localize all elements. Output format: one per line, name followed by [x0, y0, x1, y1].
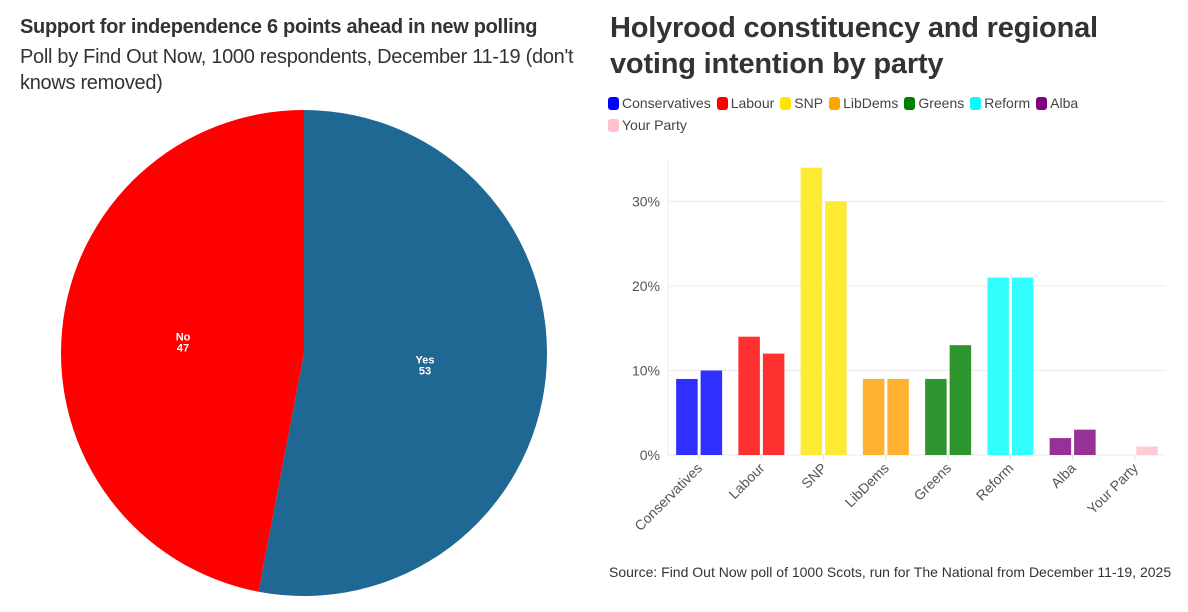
legend-item[interactable]: Conservatives — [608, 92, 711, 114]
x-tick-label: Greens — [910, 460, 954, 504]
source-note: Source: Find Out Now poll of 1000 Scots,… — [609, 564, 1172, 580]
bar-snp-regional[interactable] — [825, 201, 847, 456]
x-tick-label: Conservatives — [631, 460, 705, 534]
legend-item[interactable]: Alba — [1036, 92, 1078, 114]
pie-value-no: 47 — [177, 343, 189, 355]
y-tick-label: 0% — [640, 447, 660, 463]
bar-greens-constituency[interactable] — [925, 378, 947, 455]
bar-conservatives-regional[interactable] — [700, 370, 723, 456]
legend-label: Greens — [918, 95, 965, 111]
legend-label: Reform — [984, 95, 1031, 111]
legend-label: Conservatives — [622, 95, 711, 111]
bar-reform-regional[interactable] — [1011, 277, 1034, 455]
x-tick-label: Reform — [973, 460, 1017, 504]
bar-alba-constituency[interactable] — [1049, 438, 1072, 455]
bar-libdems-constituency[interactable] — [862, 378, 885, 455]
bar-your-party-regional[interactable] — [1136, 446, 1158, 455]
legend-item[interactable]: Labour — [716, 92, 775, 114]
legend-swatch — [608, 118, 619, 132]
legend-item[interactable]: SNP — [780, 92, 823, 114]
bar-labour-constituency[interactable] — [738, 336, 760, 455]
bar-snp-constituency[interactable] — [800, 167, 823, 455]
x-tick-label: LibDems — [842, 460, 892, 510]
bar-labour-regional[interactable] — [762, 353, 785, 455]
y-tick-label: 20% — [632, 278, 660, 294]
legend-item[interactable]: Reform — [970, 92, 1030, 114]
pie-value-yes: 53 — [419, 365, 431, 377]
pie-label-no: No — [176, 332, 191, 344]
legend-item[interactable]: LibDems — [829, 92, 898, 114]
x-tick-label: Labour — [725, 460, 767, 502]
pie-slice-no — [61, 110, 304, 592]
bar-conservatives-constituency[interactable] — [676, 378, 698, 455]
legend-swatch — [716, 96, 728, 110]
pie-slice-yes — [258, 110, 548, 596]
pie-subtitle: Poll by Find Out Now, 1000 respondents, … — [20, 46, 574, 94]
legend-swatch — [904, 96, 916, 110]
x-tick-label: Your Party — [1084, 460, 1141, 517]
legend-swatch — [829, 96, 841, 110]
bar-reform-constituency[interactable] — [987, 277, 1009, 455]
legend-swatch — [970, 96, 982, 110]
bar-greens-regional[interactable] — [949, 345, 972, 455]
pie-label-yes: Yes — [415, 354, 434, 366]
voting-intention-panel: Holyrood constituency and regional votin… — [600, 0, 1188, 612]
x-tick-label: Alba — [1048, 460, 1079, 491]
bar-chart: 0% 10% 20% 30% Conservatives Labour SNP LibDems… — [631, 160, 1166, 534]
bar-libdems-regional[interactable] — [887, 378, 909, 455]
legend-swatch — [1036, 96, 1048, 110]
legend-item[interactable]: Greens — [904, 92, 964, 114]
bar-chart-title: Holyrood constituency and regional votin… — [610, 12, 1098, 80]
bar-alba-regional[interactable] — [1074, 429, 1096, 455]
legend-label: LibDems — [843, 95, 899, 111]
pie-title: Support for independence 6 points ahead … — [20, 16, 538, 38]
legend-label: Labour — [730, 95, 775, 111]
independence-pie-panel: Support for independence 6 points ahead … — [20, 16, 574, 596]
legend-label: Alba — [1050, 95, 1079, 111]
legend: Conservatives Labour SNP LibDems Greens Refor… — [608, 92, 1168, 136]
legend-label: SNP — [794, 95, 824, 111]
legend-swatch — [608, 96, 619, 110]
legend-label: Your Party — [622, 117, 687, 133]
legend-item[interactable]: Your Party — [608, 114, 687, 136]
legend-swatch — [780, 96, 792, 110]
x-tick-label: SNP — [798, 460, 830, 492]
y-tick-label: 10% — [632, 363, 660, 379]
y-tick-label: 30% — [632, 194, 660, 210]
